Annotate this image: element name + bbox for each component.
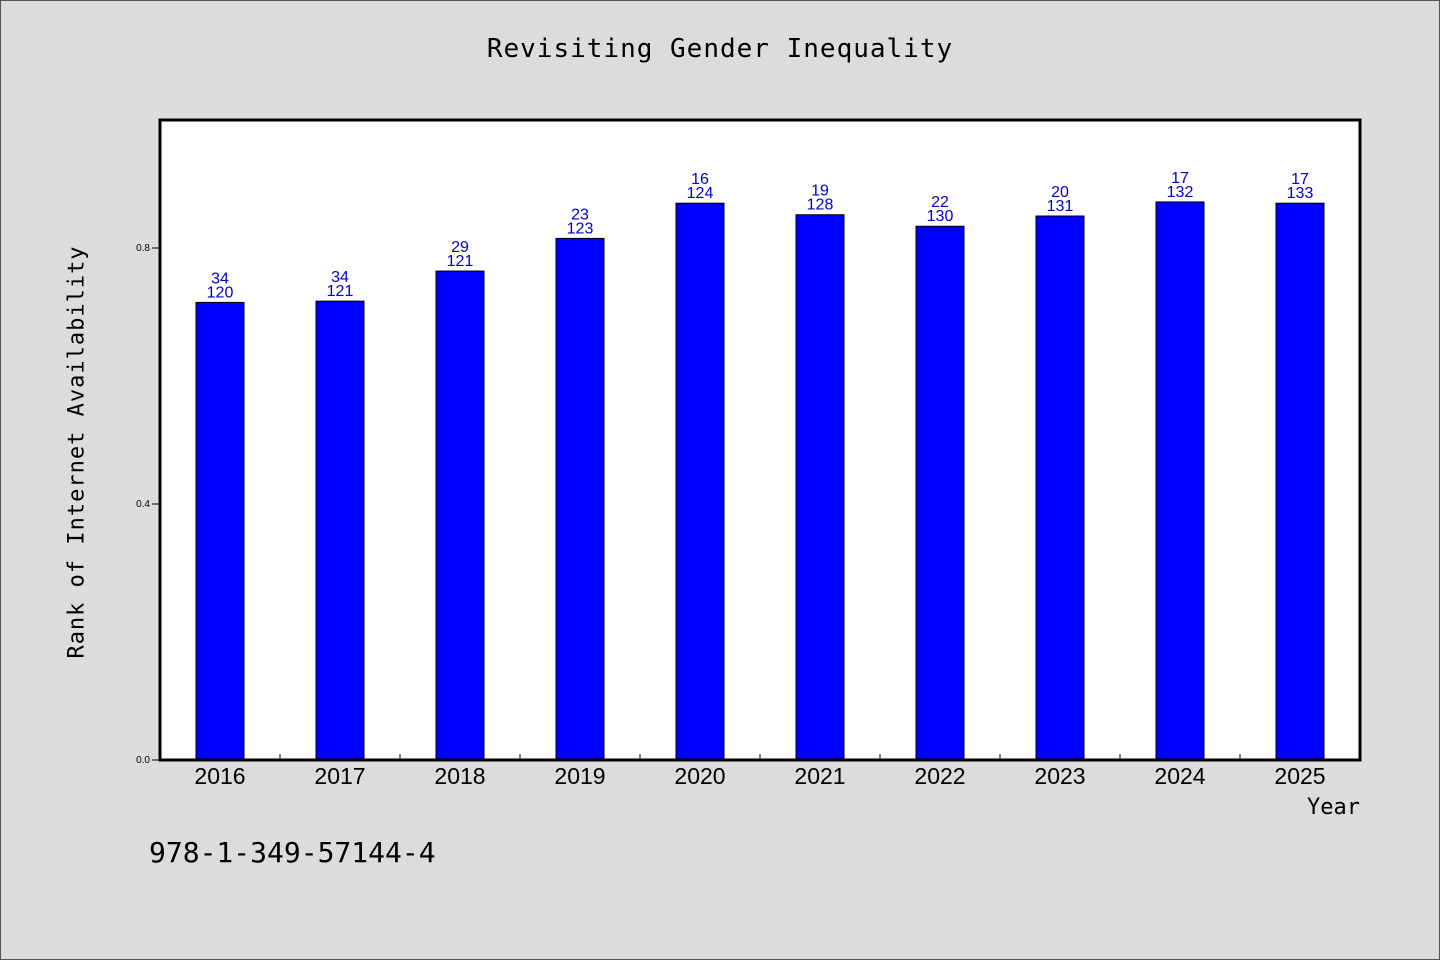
x-tick-label: 2019 [554, 763, 605, 789]
x-tick-label: 2020 [674, 763, 725, 789]
data-label-top: 23 [571, 206, 589, 223]
data-label-bottom: 131 [1047, 198, 1074, 215]
x-tick-label: 2025 [1274, 763, 1325, 789]
plot-border [158, 118, 1362, 762]
bar [315, 300, 365, 761]
data-label-bottom: 130 [927, 208, 954, 225]
x-tick-label: 2024 [1154, 763, 1205, 789]
data-label-top: 16 [691, 171, 709, 188]
bar [675, 202, 725, 761]
data-label-bottom: 124 [687, 185, 714, 202]
x-tick-label: 2022 [914, 763, 965, 789]
data-label-top: 22 [931, 194, 949, 211]
data-label-top: 17 [1291, 171, 1309, 188]
data-label-bottom: 133 [1287, 185, 1314, 202]
data-label-top: 29 [451, 239, 469, 256]
y-tick-label: 0.8 [136, 243, 150, 254]
bar [1035, 215, 1085, 761]
data-label-top: 34 [331, 269, 349, 286]
bar [795, 214, 845, 761]
x-tick-label: 2017 [314, 763, 365, 789]
bar [435, 270, 485, 761]
bar [555, 237, 605, 761]
x-axis-label: Year [1307, 795, 1360, 820]
chart-title: Revisiting Gender Inequality [486, 34, 954, 64]
data-label-bottom: 120 [207, 284, 234, 301]
data-label-top: 19 [811, 183, 829, 200]
data-label-bottom: 121 [327, 283, 354, 300]
data-label-top: 34 [211, 270, 229, 287]
data-label-top: 20 [1051, 184, 1069, 201]
data-label-top: 17 [1171, 170, 1189, 187]
x-tick-label: 2021 [794, 763, 845, 789]
y-tick-label: 0.0 [136, 755, 150, 766]
x-tick-label: 2023 [1034, 763, 1085, 789]
data-label-bottom: 128 [807, 197, 834, 214]
data-label-bottom: 132 [1167, 184, 1194, 201]
bar [195, 301, 245, 761]
x-tick-label: 2016 [194, 763, 245, 789]
data-label-bottom: 123 [567, 220, 594, 237]
y-tick-label: 0.4 [136, 499, 150, 510]
bar [915, 225, 965, 761]
isbn-text: 978-1-349-57144-4 [149, 836, 436, 869]
bar [1155, 201, 1205, 761]
data-label-bottom: 121 [447, 253, 474, 270]
x-tick-label: 2018 [434, 763, 485, 789]
bar [1275, 202, 1325, 761]
